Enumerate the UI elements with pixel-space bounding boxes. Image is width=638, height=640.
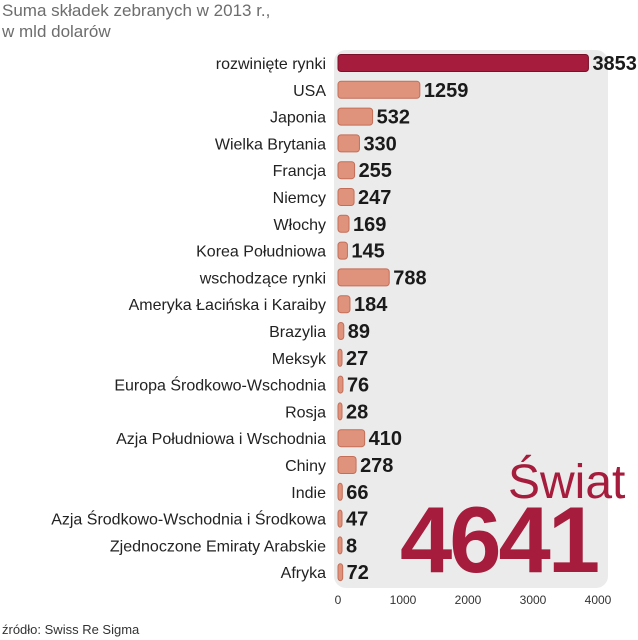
- x-axis-ticks: 0 1000 2000 3000 4000: [335, 593, 612, 607]
- category-label-2: Japonia: [270, 110, 326, 127]
- value-label-10: 89: [348, 321, 370, 343]
- chart-title: Suma składek zebranych w 2013 r., w mld …: [2, 0, 270, 42]
- value-label-18: 8: [346, 535, 357, 557]
- value-label-6: 169: [353, 214, 386, 236]
- value-label-7: 145: [351, 241, 384, 263]
- category-label-19: Afryka: [281, 565, 326, 582]
- bar-14: [337, 429, 366, 448]
- bar-6: [337, 214, 350, 233]
- value-label-16: 66: [346, 482, 368, 504]
- bar-12: [337, 375, 344, 394]
- bar-8: [337, 268, 390, 287]
- category-label-7: Korea Południowa: [196, 244, 326, 261]
- category-label-1: USA: [293, 83, 326, 100]
- bar-5: [337, 188, 355, 206]
- bar-10: [337, 322, 345, 340]
- bar-15: [337, 456, 357, 474]
- source-note: źródło: Swiss Re Sigma: [2, 622, 140, 637]
- value-label-17: 47: [346, 509, 368, 531]
- bar-19: [337, 563, 344, 582]
- category-label-4: Francja: [273, 163, 326, 180]
- bar-13: [337, 402, 343, 421]
- bar-4: [337, 161, 356, 180]
- value-label-1: 1259: [424, 80, 469, 102]
- value-label-5: 247: [358, 187, 391, 209]
- x-tick-0: 0: [335, 593, 342, 607]
- bar-17: [337, 509, 343, 528]
- bar-18: [337, 536, 343, 555]
- bar-7: [337, 241, 348, 260]
- category-label-10: Brazylia: [269, 324, 326, 341]
- bar-2: [337, 107, 374, 126]
- world-label: Świat: [508, 454, 625, 509]
- category-label-13: Rosja: [285, 404, 326, 421]
- bar-1: [337, 80, 421, 99]
- category-label-9: Ameryka Łacińska i Karaiby: [129, 297, 326, 314]
- category-label-12: Europa Środkowo-Wschodnia: [114, 376, 326, 395]
- category-label-5: Niemcy: [273, 190, 326, 207]
- value-label-2: 532: [377, 107, 410, 129]
- bar-11: [337, 348, 343, 367]
- x-tick-4: 4000: [585, 593, 612, 607]
- bar-16: [337, 482, 343, 501]
- value-label-12: 76: [347, 375, 369, 397]
- bar-3: [337, 134, 360, 153]
- world-total-value: 4641: [400, 487, 598, 592]
- value-label-11: 27: [346, 348, 368, 370]
- category-label-3: Wielka Brytania: [215, 136, 326, 153]
- category-label-0: rozwinięte rynki: [216, 56, 326, 73]
- category-labels: rozwinięte rynki USA Japonia Wielka Brytani…: [51, 56, 327, 582]
- title-line-2: w mld dolarów: [2, 22, 111, 41]
- category-label-11: Meksyk: [272, 351, 327, 368]
- chart-panel-background: [334, 50, 608, 588]
- bar-0: [337, 54, 589, 72]
- value-label-19: 72: [347, 562, 369, 584]
- category-label-6: Włochy: [274, 217, 326, 234]
- bars-group: [337, 54, 589, 582]
- value-label-14: 410: [369, 428, 402, 450]
- category-label-8: wschodzące rynki: [199, 270, 326, 287]
- category-label-18: Zjednoczone Emiraty Arabskie: [110, 538, 326, 555]
- category-label-14: Azja Południowa i Wschodnia: [116, 431, 326, 448]
- value-label-15: 278: [360, 455, 393, 477]
- x-tick-3: 3000: [520, 593, 547, 607]
- category-label-17: Azja Środkowo-Wschodnia i Środkowa: [51, 510, 326, 529]
- category-label-15: Chiny: [285, 458, 326, 475]
- value-label-0: 3853: [592, 53, 637, 75]
- x-tick-1: 1000: [390, 593, 417, 607]
- value-label-3: 330: [363, 133, 396, 155]
- title-line-1: Suma składek zebranych w 2013 r.,: [2, 1, 271, 20]
- value-label-13: 28: [346, 401, 368, 423]
- value-label-9: 184: [354, 294, 388, 316]
- value-label-8: 788: [393, 267, 426, 289]
- x-tick-2: 2000: [455, 593, 482, 607]
- value-label-4: 255: [359, 160, 392, 182]
- category-label-16: Indie: [291, 485, 326, 502]
- bar-9: [337, 295, 351, 314]
